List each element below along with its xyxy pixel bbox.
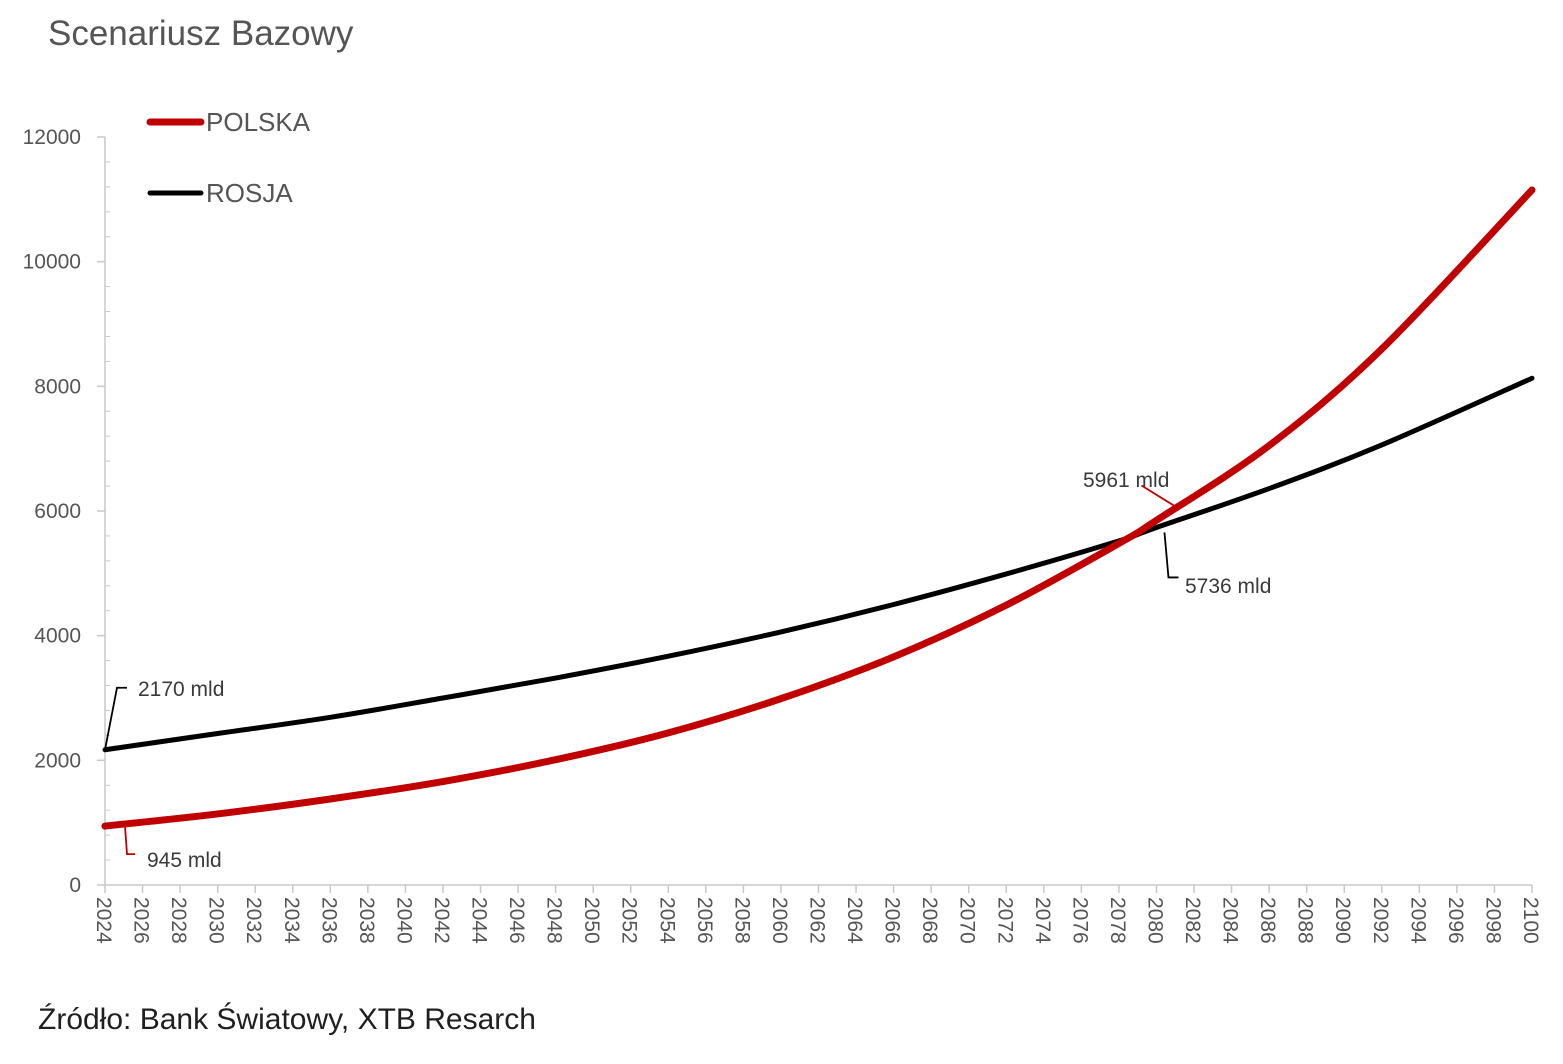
y-tick-label: 6000 xyxy=(34,500,81,523)
y-tick-label: 4000 xyxy=(34,625,81,648)
x-tick-label: 2078 xyxy=(1106,897,1129,944)
x-tick-label: 2064 xyxy=(843,897,866,944)
x-tick-label: 2040 xyxy=(392,897,415,944)
x-tick-label: 2068 xyxy=(918,897,941,944)
x-tick-label: 2034 xyxy=(280,897,303,944)
line-chart: 0 2000 4000 6000 8000 10000 12000 2024 2026 2028 2… xyxy=(23,107,1542,944)
x-tick-label: 2074 xyxy=(1031,897,1054,944)
annotation-leader xyxy=(1163,532,1179,579)
x-tick-label: 2058 xyxy=(730,897,753,944)
x-tick-label: 2046 xyxy=(505,897,528,944)
x-tick-label: 2092 xyxy=(1369,897,1392,944)
x-tick-label: 2084 xyxy=(1219,897,1242,944)
x-tick-label: 2086 xyxy=(1256,897,1279,944)
x-tick-label: 2032 xyxy=(242,897,265,944)
y-tick-label: 10000 xyxy=(23,251,81,274)
x-tick-label: 2036 xyxy=(317,897,340,944)
x-tick-label: 2072 xyxy=(993,897,1016,944)
source-note: Źródło: Bank Światowy, XTB Resarch xyxy=(38,1003,536,1036)
x-tick-label: 2066 xyxy=(881,897,904,944)
x-tick-label: 2048 xyxy=(543,897,566,944)
x-tick-label: 2082 xyxy=(1181,897,1204,944)
annotation-leader xyxy=(104,686,127,750)
x-tick-label: 2060 xyxy=(768,897,791,944)
annotation-label: 2170 mld xyxy=(138,678,224,701)
x-tick-label: 2096 xyxy=(1444,897,1467,944)
annotation-label: 5736 mld xyxy=(1185,575,1271,598)
annotation-leader xyxy=(1140,484,1179,510)
x-tick-label: 2070 xyxy=(956,897,979,944)
x-tick-label: 2094 xyxy=(1406,897,1429,944)
x-tick-label: 2042 xyxy=(430,897,453,944)
x-tick-label: 2062 xyxy=(806,897,829,944)
chart-axes: 0 2000 4000 6000 8000 10000 12000 2024 2026 2028 2… xyxy=(23,126,1542,944)
y-tick-label: 2000 xyxy=(34,749,81,772)
chart-legend: POLSKA ROSJA xyxy=(146,107,311,208)
series-line-rosja xyxy=(102,375,1535,753)
series-line-polska xyxy=(101,186,1536,830)
x-tick-label: 2044 xyxy=(468,897,491,944)
x-tick-label: 2024 xyxy=(92,897,115,944)
x-tick-label: 2028 xyxy=(167,897,190,944)
x-tick-label: 2088 xyxy=(1294,897,1317,944)
y-tick-label: 8000 xyxy=(34,375,81,398)
x-tick-label: 2030 xyxy=(205,897,228,944)
x-tick-label: 2098 xyxy=(1481,897,1504,944)
annotation-leader xyxy=(124,826,135,855)
x-tick-label: 2076 xyxy=(1068,897,1091,944)
annotation-label: 5961 mld xyxy=(1083,469,1169,492)
chart-series xyxy=(101,186,1536,830)
y-tick-label: 12000 xyxy=(23,126,81,149)
x-tick-label: 2080 xyxy=(1143,897,1166,944)
chart-title: Scenariusz Bazowy xyxy=(48,14,354,53)
x-tick-label: 2100 xyxy=(1519,897,1542,944)
x-tick-label: 2050 xyxy=(580,897,603,944)
x-tick-label: 2038 xyxy=(355,897,378,944)
annotation-label: 945 mld xyxy=(147,849,222,872)
x-tick-label: 2054 xyxy=(655,897,678,944)
x-tick-label: 2052 xyxy=(618,897,641,944)
x-tick-label: 2056 xyxy=(693,897,716,944)
x-tick-label: 2026 xyxy=(130,897,153,944)
legend-label-polska: POLSKA xyxy=(206,107,311,137)
x-tick-label: 2090 xyxy=(1331,897,1354,944)
legend-label-rosja: ROSJA xyxy=(206,178,293,208)
y-tick-label: 0 xyxy=(69,874,81,897)
chart-annotations: 2170 mld 945 mld 5961 mld 5736 mld xyxy=(104,469,1271,872)
